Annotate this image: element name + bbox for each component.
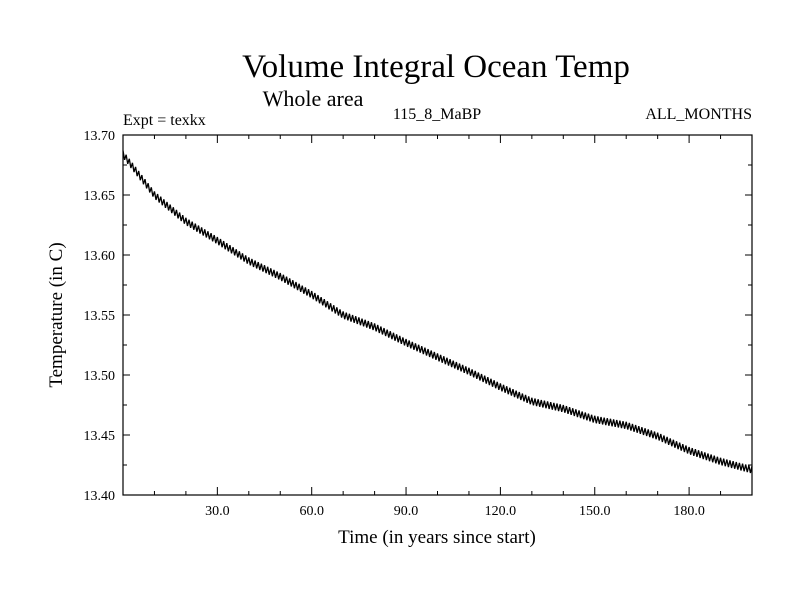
x-tick-label: 180.0 <box>673 504 705 519</box>
x-tick-label: 60.0 <box>299 504 324 519</box>
x-tick-label: 90.0 <box>394 504 419 519</box>
series-line <box>122 150 753 474</box>
chart-subtitle: Whole area <box>263 86 364 111</box>
y-tick-label: 13.60 <box>84 249 116 264</box>
y-axis-label: Temperature (in C) <box>46 242 67 387</box>
x-axis-label: Time (in years since start) <box>338 527 536 548</box>
x-tick-label: 30.0 <box>205 504 230 519</box>
y-tick-label: 13.55 <box>84 309 116 324</box>
plot-frame <box>122 134 753 496</box>
x-tick-label: 150.0 <box>579 504 611 519</box>
y-tick-label: 13.70 <box>84 129 116 144</box>
run-label: 115_8_MaBP <box>393 106 481 123</box>
y-tick-label: 13.40 <box>84 489 116 504</box>
x-tick-label: 120.0 <box>485 504 517 519</box>
period-label: ALL_MONTHS <box>645 106 752 123</box>
expt-label: Expt = texkx <box>123 112 206 129</box>
chart-title: Volume Integral Ocean Temp <box>242 49 630 85</box>
x-axis-ticks: 30.0 60.0 90.0 120.0 150.0 180.0 <box>153 135 722 519</box>
y-tick-label: 13.65 <box>84 189 116 204</box>
y-tick-label: 13.45 <box>84 429 116 444</box>
y-axis-ticks: 13.40 13.45 13.50 13.55 13.60 13.65 13.70 <box>84 129 752 504</box>
y-tick-label: 13.50 <box>84 369 116 384</box>
